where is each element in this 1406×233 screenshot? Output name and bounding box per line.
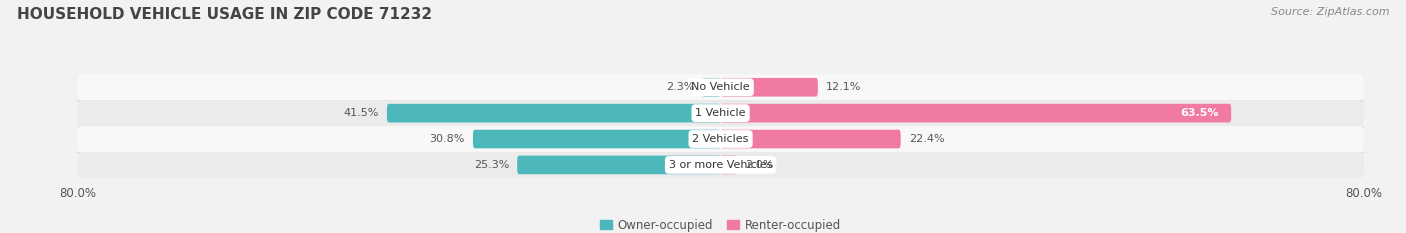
Text: 12.1%: 12.1% <box>825 82 862 92</box>
Text: 22.4%: 22.4% <box>908 134 945 144</box>
FancyBboxPatch shape <box>77 126 1364 152</box>
FancyBboxPatch shape <box>517 156 721 174</box>
Text: No Vehicle: No Vehicle <box>692 82 749 92</box>
FancyBboxPatch shape <box>77 152 1364 178</box>
Text: 2 Vehicles: 2 Vehicles <box>692 134 749 144</box>
Text: Source: ZipAtlas.com: Source: ZipAtlas.com <box>1271 7 1389 17</box>
FancyBboxPatch shape <box>721 156 737 174</box>
FancyBboxPatch shape <box>77 100 1364 126</box>
FancyBboxPatch shape <box>472 130 721 148</box>
Text: 25.3%: 25.3% <box>474 160 509 170</box>
Text: 3 or more Vehicles: 3 or more Vehicles <box>669 160 772 170</box>
FancyBboxPatch shape <box>77 74 1364 100</box>
FancyBboxPatch shape <box>702 78 721 96</box>
Legend: Owner-occupied, Renter-occupied: Owner-occupied, Renter-occupied <box>595 214 846 233</box>
Text: 2.0%: 2.0% <box>745 160 773 170</box>
FancyBboxPatch shape <box>721 130 901 148</box>
Text: HOUSEHOLD VEHICLE USAGE IN ZIP CODE 71232: HOUSEHOLD VEHICLE USAGE IN ZIP CODE 7123… <box>17 7 432 22</box>
Text: 2.3%: 2.3% <box>665 82 695 92</box>
Text: 30.8%: 30.8% <box>429 134 465 144</box>
Text: 41.5%: 41.5% <box>343 108 378 118</box>
FancyBboxPatch shape <box>721 104 1232 123</box>
Text: 1 Vehicle: 1 Vehicle <box>696 108 745 118</box>
Text: 63.5%: 63.5% <box>1181 108 1219 118</box>
FancyBboxPatch shape <box>721 78 818 96</box>
FancyBboxPatch shape <box>387 104 721 123</box>
